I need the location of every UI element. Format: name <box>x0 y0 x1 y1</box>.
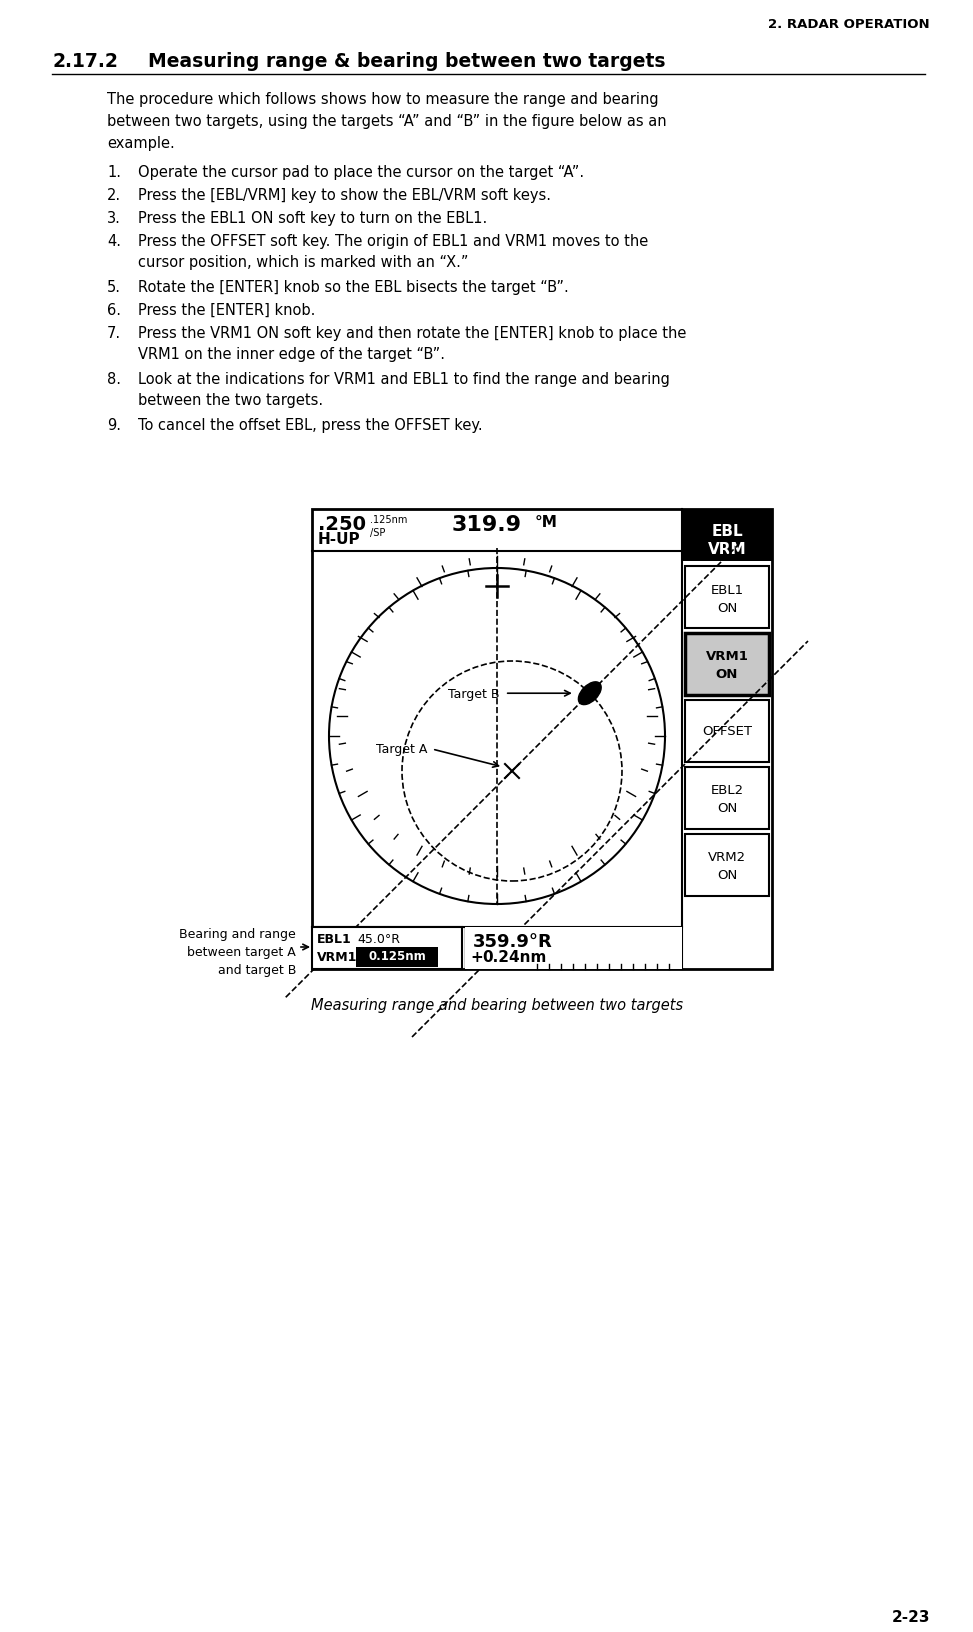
Bar <box>685 633 769 695</box>
Text: Press the [EBL/VRM] key to show the EBL/VRM soft keys.: Press the [EBL/VRM] key to show the EBL/… <box>138 188 551 202</box>
Text: Measuring range and bearing between two targets: Measuring range and bearing between two … <box>311 997 683 1012</box>
Text: 2. RADAR OPERATION: 2. RADAR OPERATION <box>769 18 930 31</box>
Bar <box>685 700 769 762</box>
Text: Press the VRM1 ON soft key and then rotate the [ENTER] knob to place the: Press the VRM1 ON soft key and then rota… <box>138 326 686 341</box>
Text: example.: example. <box>107 135 175 150</box>
Text: 3.: 3. <box>107 211 121 225</box>
Text: Press the [ENTER] knob.: Press the [ENTER] knob. <box>138 304 315 318</box>
Text: 359.9°R: 359.9°R <box>473 932 553 950</box>
Ellipse shape <box>578 682 601 705</box>
Text: Bearing and range: Bearing and range <box>179 927 296 940</box>
Text: .250: .250 <box>318 514 366 534</box>
Text: 0.125nm: 0.125nm <box>368 950 426 963</box>
Bar <box>465 927 682 969</box>
Bar <box>685 767 769 829</box>
Text: 8.: 8. <box>107 372 121 387</box>
Text: VRM2: VRM2 <box>708 850 746 863</box>
Text: Target B: Target B <box>449 687 500 700</box>
Text: +: + <box>470 950 483 965</box>
Text: 1.: 1. <box>107 165 121 180</box>
Text: VRM1: VRM1 <box>705 650 748 663</box>
Bar <box>356 948 438 968</box>
Text: Rotate the [ENTER] knob so the EBL bisects the target “B”.: Rotate the [ENTER] knob so the EBL bisec… <box>138 279 569 295</box>
Text: °M: °M <box>535 514 558 530</box>
Text: 2.: 2. <box>107 188 121 202</box>
Bar <box>685 566 769 628</box>
Bar <box>685 834 769 896</box>
Text: ON: ON <box>716 667 739 681</box>
Text: VRM1 on the inner edge of the target “B”.: VRM1 on the inner edge of the target “B”… <box>138 346 445 362</box>
Text: cursor position, which is marked with an “X.”: cursor position, which is marked with an… <box>138 255 469 269</box>
Text: 7.: 7. <box>107 326 121 341</box>
Text: VRM1: VRM1 <box>317 950 357 963</box>
Text: 2-23: 2-23 <box>891 1609 930 1624</box>
Text: ON: ON <box>717 601 738 614</box>
Bar <box>682 509 772 561</box>
Text: VRM: VRM <box>707 542 746 557</box>
Text: EBL1: EBL1 <box>317 932 352 945</box>
Bar <box>312 509 772 969</box>
Text: ON: ON <box>717 801 738 814</box>
Text: 9.: 9. <box>107 418 121 432</box>
Text: OFFSET: OFFSET <box>702 725 752 738</box>
Text: 6.: 6. <box>107 304 121 318</box>
Text: Target A: Target A <box>376 743 427 756</box>
Text: EBL: EBL <box>711 524 742 539</box>
Text: between the two targets.: between the two targets. <box>138 393 323 408</box>
Text: H-UP: H-UP <box>318 532 361 547</box>
Text: 0.24nm: 0.24nm <box>482 950 547 965</box>
Text: 4.: 4. <box>107 233 121 248</box>
Text: EBL2: EBL2 <box>710 783 743 796</box>
Text: EBL1: EBL1 <box>710 583 743 596</box>
Text: .125nm: .125nm <box>370 514 408 524</box>
Text: Look at the indications for VRM1 and EBL1 to find the range and bearing: Look at the indications for VRM1 and EBL… <box>138 372 669 387</box>
Text: ON: ON <box>717 868 738 881</box>
Text: 2.17.2: 2.17.2 <box>52 52 118 70</box>
Text: 5.: 5. <box>107 279 121 295</box>
Text: Press the EBL1 ON soft key to turn on the EBL1.: Press the EBL1 ON soft key to turn on th… <box>138 211 487 225</box>
Text: between two targets, using the targets “A” and “B” in the figure below as an: between two targets, using the targets “… <box>107 114 667 129</box>
Text: Measuring range & bearing between two targets: Measuring range & bearing between two ta… <box>148 52 666 70</box>
Text: Operate the cursor pad to place the cursor on the target “A”.: Operate the cursor pad to place the curs… <box>138 165 584 180</box>
Text: 45.0°R: 45.0°R <box>357 932 400 945</box>
Text: /SP: /SP <box>370 527 385 537</box>
Bar <box>312 927 462 969</box>
Text: between target A: between target A <box>187 945 296 958</box>
Text: The procedure which follows shows how to measure the range and bearing: The procedure which follows shows how to… <box>107 91 659 108</box>
Text: and target B: and target B <box>218 963 296 976</box>
Text: To cancel the offset EBL, press the OFFSET key.: To cancel the offset EBL, press the OFFS… <box>138 418 483 432</box>
Text: 319.9: 319.9 <box>452 514 522 535</box>
Text: Press the OFFSET soft key. The origin of EBL1 and VRM1 moves to the: Press the OFFSET soft key. The origin of… <box>138 233 648 248</box>
